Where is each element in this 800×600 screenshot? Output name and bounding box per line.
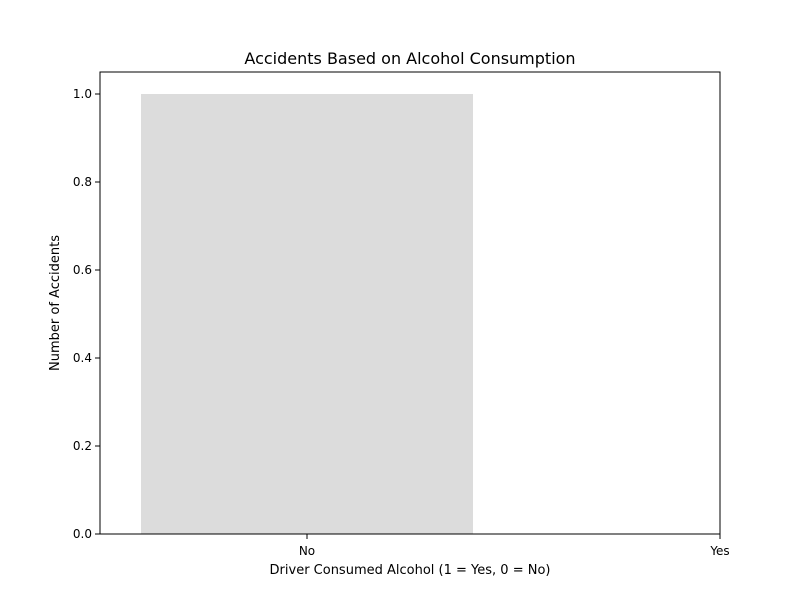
x-axis: No Yes xyxy=(299,534,730,558)
y-tick-label: 0.2 xyxy=(73,439,92,453)
y-tick-label: 0.4 xyxy=(73,351,92,365)
bars-group xyxy=(141,94,473,534)
x-tick-label-yes: Yes xyxy=(709,544,729,558)
plot-frame xyxy=(99,71,721,535)
y-tick-label: 0.0 xyxy=(73,527,92,541)
y-tick-label: 0.8 xyxy=(73,175,92,189)
y-axis-label: Number of Accidents xyxy=(48,235,63,371)
y-tick-label: 1.0 xyxy=(73,87,92,101)
x-axis-label: Driver Consumed Alcohol (1 = Yes, 0 = No… xyxy=(270,563,551,578)
y-axis: 0.0 0.2 0.4 0.6 0.8 1.0 xyxy=(73,87,100,541)
x-tick-label-no: No xyxy=(299,544,315,558)
bar-no xyxy=(141,94,473,534)
y-tick-label: 0.6 xyxy=(73,263,92,277)
chart-title: Accidents Based on Alcohol Consumption xyxy=(244,49,575,68)
